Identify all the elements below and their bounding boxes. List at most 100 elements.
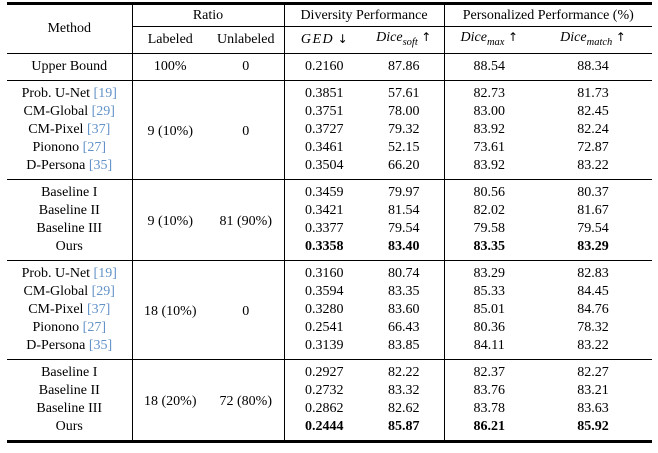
- header-personalized-group: Personalized Performance (%): [443, 3, 653, 27]
- dice-max-value: 85.01: [443, 300, 534, 319]
- dice-match-value: 83.22: [577, 157, 609, 173]
- table-row: Baseline I 9 (10%) 81 (90%) 0.3459 79.97…: [7, 179, 652, 261]
- citation-link[interactable]: [35]: [88, 157, 113, 173]
- dice-soft-value: 83.32: [388, 382, 420, 398]
- method-cell: Pionono [27]: [7, 319, 132, 337]
- dice-max-subscript: max: [486, 36, 505, 48]
- ged-value: 0.2732: [283, 381, 364, 400]
- dice-match-value: 81.67: [577, 202, 609, 218]
- dice-soft-value: 57.61: [388, 85, 420, 101]
- dice-match-value: 84.45: [577, 283, 609, 299]
- table-row: Prob. U-Net [19] 18 (10%) 0 0.3160 80.74…: [7, 260, 652, 360]
- method-cell: Baseline III: [36, 400, 103, 416]
- dice-match-value: 82.27: [577, 364, 609, 380]
- method-cell: D-Persona [35]: [7, 337, 132, 360]
- dice-soft-value: 85.87: [388, 418, 420, 434]
- method-cell: Ours: [55, 238, 83, 254]
- dice-max-value: 80.56: [443, 179, 534, 202]
- dice-soft-value: 79.54: [388, 220, 420, 236]
- method-cell: Baseline III: [36, 220, 103, 236]
- up-arrow-icon: ↑: [421, 30, 432, 44]
- dice-max-value: 86.21: [443, 417, 534, 442]
- ged-value: 0.2927: [283, 359, 364, 382]
- method-label: CM-Pixel: [28, 301, 84, 317]
- dice-match-value: 83.63: [577, 400, 609, 416]
- dice-soft-value: 83.85: [388, 337, 420, 353]
- unlabeled-ratio-cell: 0: [242, 123, 250, 139]
- dice-max-value: 88.54: [443, 53, 534, 81]
- header-group-row: Method Ratio Diversity Performance Perso…: [7, 3, 653, 36]
- method-label: CM-Global: [23, 103, 89, 119]
- ged-value: 0.3280: [283, 300, 364, 319]
- method-label: Pionono: [32, 139, 80, 155]
- dice-max-value: 83.00: [443, 102, 534, 121]
- method-cell: Pionono [27]: [7, 139, 132, 157]
- method-label: D-Persona: [26, 337, 86, 353]
- dice-soft-value: 66.43: [388, 319, 420, 335]
- dice-max-value: 79.58: [443, 219, 534, 238]
- header-ratio-group: Ratio: [131, 3, 284, 27]
- header-diversity-group: Diversity Performance: [283, 3, 444, 27]
- ged-value: 0.2862: [283, 399, 364, 418]
- dice-soft-value: 80.74: [388, 265, 420, 281]
- header-sub-row: Labeled Unlabeled GED ↓ Dicesoft ↑ Dicem…: [7, 26, 652, 54]
- method-cell: Prob. U-Net [19]: [7, 80, 132, 103]
- block-supervised-9: Prob. U-Net [19] 9 (10%) 0 0.3851 57.61 …: [7, 80, 653, 180]
- dice-match-value: 79.54: [577, 220, 609, 236]
- citation-link[interactable]: [27]: [82, 139, 106, 155]
- dice-match-value: 83.29: [577, 238, 609, 254]
- dice-soft-value: 52.15: [388, 139, 420, 155]
- dice-soft-value: 83.60: [388, 301, 420, 317]
- dice-max-value: 82.02: [443, 201, 534, 220]
- results-table: Method Ratio Diversity Performance Perso…: [7, 2, 653, 443]
- dice-max-value: 83.92: [443, 156, 534, 180]
- dice-soft-value: 79.97: [388, 184, 420, 200]
- up-arrow-icon: ↑: [507, 30, 518, 44]
- block-semi-9-81: Baseline I 9 (10%) 81 (90%) 0.3459 79.97…: [7, 179, 653, 261]
- table-row-ours: Ours 0.2444 85.87 86.21 85.92: [7, 417, 652, 442]
- table-row-ours: Ours 0.3358 83.40 83.35 83.29: [7, 237, 652, 261]
- table-row: Baseline III 0.3377 79.54 79.58 79.54: [7, 219, 652, 238]
- table-row: Prob. U-Net [19] 9 (10%) 0 0.3851 57.61 …: [7, 80, 652, 180]
- ged-value: 0.3461: [283, 138, 364, 157]
- dice-max-value: 84.11: [443, 336, 534, 360]
- ged-value: 0.3358: [283, 237, 364, 261]
- table-row: Baseline II 0.2732 83.32 83.76 83.21: [7, 381, 652, 400]
- citation-link[interactable]: [29]: [91, 283, 115, 299]
- dice-match-value: 72.87: [577, 139, 609, 155]
- ged-value: 0.3421: [283, 201, 364, 220]
- dice-max-value: 85.33: [443, 282, 534, 301]
- labeled-ratio-cell: 18 (10%): [131, 260, 208, 360]
- method-cell: CM-Pixel [37]: [7, 301, 132, 319]
- citation-link[interactable]: [37]: [86, 301, 111, 317]
- ged-value: 0.3751: [283, 102, 364, 121]
- dice-match-value: 82.45: [577, 103, 609, 119]
- citation-link[interactable]: [37]: [86, 121, 111, 137]
- citation-link[interactable]: [19]: [93, 85, 117, 101]
- dice-soft-value: 82.22: [388, 364, 420, 380]
- dice-soft-value: 83.35: [388, 283, 420, 299]
- dice-max-value: 82.73: [443, 80, 534, 103]
- citation-link[interactable]: [27]: [82, 319, 106, 335]
- citation-link[interactable]: [35]: [88, 337, 113, 353]
- dice-soft-value: 66.20: [388, 157, 420, 173]
- dice-match-value: 78.32: [577, 319, 609, 335]
- method-cell: CM-Global [29]: [7, 103, 132, 121]
- ged-value: 0.2444: [283, 417, 364, 442]
- header-method: Method: [47, 21, 92, 37]
- method-label: Prob. U-Net: [21, 265, 91, 281]
- citation-link[interactable]: [29]: [91, 103, 115, 119]
- header-unlabeled: Unlabeled: [216, 32, 275, 48]
- dice-match-value: 82.24: [577, 121, 609, 137]
- block-supervised-18: Prob. U-Net [19] 18 (10%) 0 0.3160 80.74…: [7, 260, 653, 360]
- ged-value: 0.3139: [283, 336, 364, 360]
- method-cell: D-Persona [35]: [7, 157, 132, 180]
- table-row: Baseline II 0.3421 81.54 82.02 81.67: [7, 201, 652, 220]
- ged-value: 0.3160: [283, 260, 364, 283]
- citation-link[interactable]: [19]: [93, 265, 117, 281]
- table-row: CM-Global [29] 0.3751 78.00 83.00 82.45: [7, 102, 652, 121]
- dice-max-value: 80.36: [443, 318, 534, 337]
- dice-max-value: 73.61: [443, 138, 534, 157]
- ged-value: 0.3851: [283, 80, 364, 103]
- labeled-ratio-cell: 9 (10%): [131, 179, 208, 261]
